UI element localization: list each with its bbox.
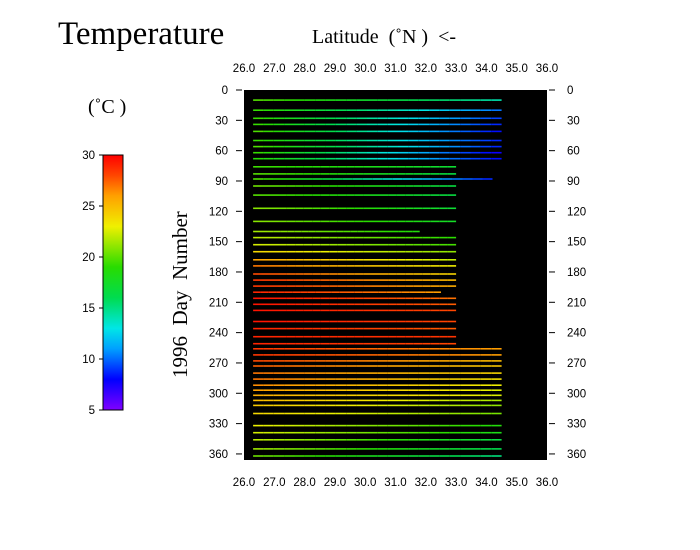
x-tick-label-bottom: 32.0 [415,477,437,489]
y-tick-label-left: 30 [215,115,228,127]
data-marks [253,99,502,457]
y-tick-label-left: 0 [222,85,228,97]
x-tick-label-bottom: 27.0 [263,477,285,489]
x-tick-label-bottom: 30.0 [354,477,376,489]
x-tick-label-bottom: 35.0 [506,477,528,489]
x-tick-label-top: 31.0 [384,63,406,75]
x-tick-label-bottom: 33.0 [445,477,467,489]
colorbar-tick-label: 10 [82,354,95,366]
x-tick-label-top: 30.0 [354,63,376,75]
colorbar-tick-label: 30 [82,150,95,162]
colorbar-gradient [102,154,124,411]
x-tick-label-top: 26.0 [233,63,255,75]
y-tick-label-right: 240 [567,328,586,340]
colorbar-tick-label: 20 [82,252,95,264]
y-tick-label-right: 210 [567,297,586,309]
x-tick-label-bottom: 26.0 [233,477,255,489]
x-tick-label-bottom: 34.0 [475,477,497,489]
colorbar-tick-label: 5 [89,405,95,417]
colorbar: 5 10 15 20 25 30 [82,150,124,417]
x-tick-label-top: 27.0 [263,63,285,75]
y-tick-label-left: 240 [209,328,228,340]
y-tick-label-left: 270 [209,358,228,370]
x-tick-label-bottom: 28.0 [293,477,315,489]
x-tick-label-bottom: 36.0 [536,477,558,489]
y-tick-label-right: 150 [567,237,586,249]
y-tick-label-left: 90 [215,176,228,188]
x-tick-label-top: 34.0 [475,63,497,75]
y-tick-label-right: 330 [567,419,586,431]
x-tick-label-top: 32.0 [415,63,437,75]
x-tick-label-top: 35.0 [506,63,528,75]
x-axis-label: Latitude (˚N ) <- [312,26,457,48]
colorbar-tick-label: 15 [82,303,95,315]
y-tick-label-right: 180 [567,267,586,279]
y-tick-label-right: 0 [567,85,573,97]
y-tick-label-right: 60 [567,146,580,158]
y-tick-label-left: 330 [209,419,228,431]
x-tick-label-bottom: 29.0 [324,477,346,489]
colorbar-tick-label: 25 [82,201,95,213]
y-tick-label-right: 120 [567,206,586,218]
x-tick-label-top: 36.0 [536,63,558,75]
x-tick-label-bottom: 31.0 [384,477,406,489]
plot-area [244,90,547,460]
x-tick-label-top: 29.0 [324,63,346,75]
chart-title: Temperature [58,16,225,52]
y-tick-label-right: 30 [567,115,580,127]
y-tick-label-left: 150 [209,237,228,249]
y-tick-label-left: 180 [209,267,228,279]
axes: 26.0 26.0 27.0 27.0 28.0 28.0 29.0 29.0 30.0 30.0… [209,63,586,489]
y-tick-label-left: 60 [215,146,228,158]
y-tick-label-right: 360 [567,449,586,461]
colorbar-unit-label: (˚C ) [88,96,127,118]
y-tick-label-right: 90 [567,176,580,188]
y-tick-label-right: 270 [567,358,586,370]
x-tick-label-top: 28.0 [293,63,315,75]
y-tick-label-right: 300 [567,388,586,400]
y-tick-label-left: 360 [209,449,228,461]
y-tick-label-left: 120 [209,206,228,218]
x-tick-label-top: 33.0 [445,63,467,75]
y-tick-label-left: 210 [209,297,228,309]
y-tick-label-left: 300 [209,388,228,400]
